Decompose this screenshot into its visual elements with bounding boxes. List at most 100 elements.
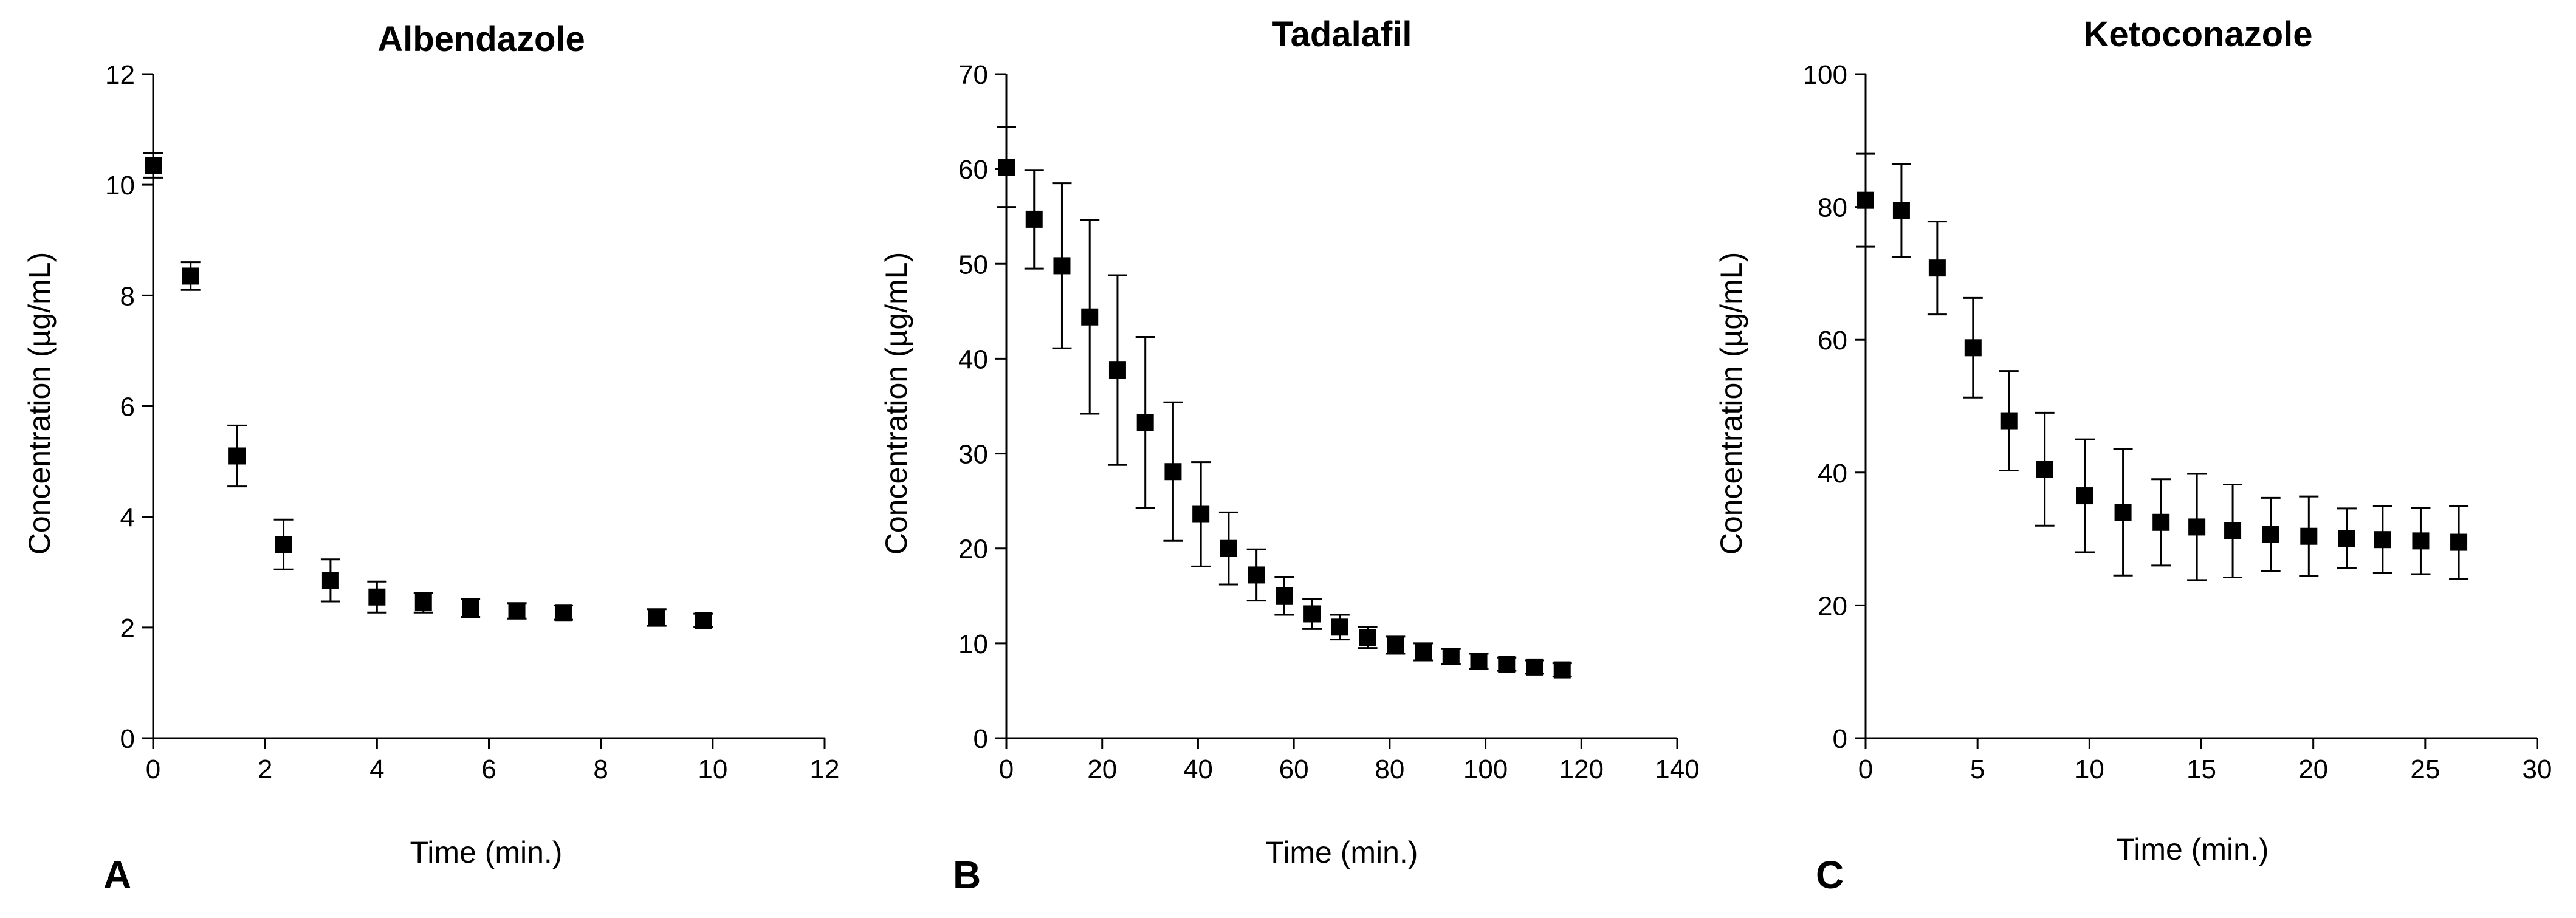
- panel-c: Ketoconazole 0 20 40 60 80 100 0 5 10 15 20 25 30 Ti…: [1714, 15, 2552, 897]
- x-tick-label: 20: [2298, 755, 2328, 784]
- data-point: [321, 572, 339, 589]
- x-tick-label: 60: [1279, 755, 1309, 784]
- x-tick-label: 2: [258, 755, 272, 784]
- data-point: [2450, 533, 2468, 551]
- y-tick-label: 0: [974, 724, 988, 754]
- x-tick-label: 25: [2410, 755, 2440, 784]
- y-tick-label: 100: [1803, 60, 1847, 90]
- data-point: [1025, 210, 1043, 228]
- x-tick-label: 12: [810, 755, 840, 784]
- y-tick-label: 50: [958, 250, 988, 279]
- y-tick-label: 6: [120, 392, 135, 422]
- y-tick-label: 12: [105, 60, 135, 90]
- y-tick-label: 80: [1818, 193, 1847, 223]
- chart-title: Ketoconazole: [2083, 15, 2312, 54]
- data-point: [1526, 658, 1544, 676]
- data-point: [1276, 587, 1293, 605]
- data-point: [998, 159, 1015, 176]
- y-tick-label: 20: [958, 535, 988, 564]
- data-point: [462, 599, 479, 617]
- x-tick-label: 0: [1858, 755, 1873, 784]
- data-point: [1387, 636, 1404, 654]
- y-tick-label: 60: [1818, 326, 1847, 355]
- data-point: [1053, 257, 1071, 275]
- data-point: [414, 594, 432, 611]
- data-point: [1470, 653, 1488, 670]
- y-tick-label: 40: [1818, 459, 1847, 488]
- x-axis-label: Time (min.): [410, 835, 563, 869]
- x-tick-label: 8: [593, 755, 608, 784]
- data-point: [1857, 191, 1874, 209]
- data-point: [228, 447, 246, 465]
- data-point: [1892, 202, 1910, 219]
- data-point: [2262, 526, 2279, 543]
- data-point: [2412, 532, 2430, 550]
- x-axis-label: Time (min.): [2117, 832, 2269, 866]
- x-tick-label: 100: [1463, 755, 1508, 784]
- data-point: [2224, 522, 2242, 539]
- data-point: [2036, 461, 2053, 478]
- data-point: [2152, 513, 2170, 531]
- x-tick-label: 10: [2075, 755, 2104, 784]
- x-tick-label: 4: [369, 755, 384, 784]
- y-axis-label: Concentration (µg/mL): [879, 252, 913, 555]
- y-tick-label: 10: [958, 629, 988, 659]
- data-point: [508, 602, 526, 620]
- y-tick-label: 30: [958, 440, 988, 470]
- x-tick-label: 30: [2523, 755, 2552, 784]
- data-point: [1928, 259, 1946, 277]
- x-tick-label: 0: [146, 755, 160, 784]
- y-tick-label: 4: [120, 503, 135, 533]
- data-point: [2000, 412, 2018, 430]
- data-point: [2188, 518, 2206, 536]
- data-point: [1331, 618, 1348, 636]
- data-point: [2114, 504, 2132, 521]
- x-tick-label: 5: [1970, 755, 1985, 784]
- y-tick-label: 60: [958, 155, 988, 185]
- data-point: [1303, 605, 1321, 623]
- x-tick-label: 20: [1087, 755, 1117, 784]
- data-point: [1553, 661, 1571, 679]
- data-point: [1136, 414, 1154, 431]
- x-tick-label: 80: [1375, 755, 1404, 784]
- data-point: [1248, 566, 1265, 584]
- y-tick-label: 0: [1833, 724, 1847, 754]
- data-point: [1192, 505, 1210, 523]
- y-axis-label: Concentration (µg/mL): [22, 252, 57, 555]
- data-point: [1359, 629, 1376, 646]
- y-tick-label: 70: [958, 60, 988, 90]
- data-point: [1442, 648, 1460, 665]
- y-axis-label: Concentration (µg/mL): [1714, 252, 1748, 555]
- data-point: [145, 157, 162, 174]
- x-tick-label: 140: [1655, 755, 1699, 784]
- y-tick-label: 10: [105, 171, 135, 200]
- panel-letter: B: [953, 853, 981, 897]
- data-point: [2338, 530, 2355, 547]
- chart-title: Tadalafil: [1272, 15, 1412, 54]
- y-tick-label: 40: [958, 344, 988, 374]
- x-axis-label: Time (min.): [1266, 835, 1418, 869]
- panel-letter: A: [103, 853, 131, 897]
- y-tick-label: 2: [120, 614, 135, 643]
- y-tick-label: 20: [1818, 591, 1847, 621]
- data-point: [1498, 656, 1516, 673]
- data-point: [1108, 361, 1126, 379]
- y-tick-label: 8: [120, 281, 135, 311]
- data-point: [2374, 531, 2391, 549]
- data-point: [1220, 539, 1237, 557]
- x-tick-label: 15: [2186, 755, 2216, 784]
- data-point: [368, 588, 386, 606]
- x-tick-label: 120: [1559, 755, 1604, 784]
- data-point: [182, 267, 199, 285]
- x-tick-label: 6: [481, 755, 496, 784]
- data-point: [554, 604, 572, 622]
- data-point: [648, 609, 665, 626]
- data-point: [695, 611, 712, 629]
- panel-letter: C: [1816, 853, 1844, 897]
- panel-a: Albendazole 0 2 4 6 8 10 12 0 2 4 6 8 10 12 Time (min…: [22, 19, 839, 897]
- chart-title: Albendazole: [377, 19, 585, 59]
- data-point: [1964, 339, 1982, 357]
- data-point: [2300, 527, 2318, 545]
- x-tick-label: 0: [999, 755, 1014, 784]
